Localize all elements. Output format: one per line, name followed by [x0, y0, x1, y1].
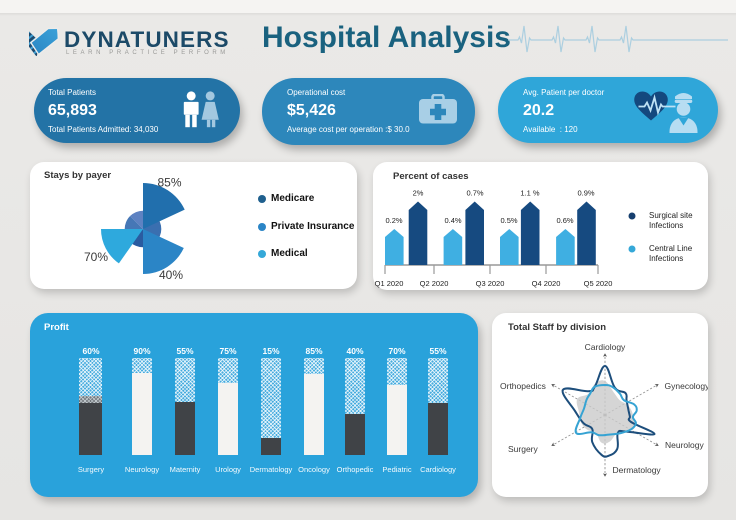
svg-text:Q1 2020: Q1 2020 [375, 279, 404, 288]
svg-text:Orthopedics: Orthopedics [500, 381, 546, 391]
svg-text:Cardiology: Cardiology [585, 342, 626, 352]
svg-text:85%: 85% [158, 176, 182, 190]
svg-text:0.4%: 0.4% [444, 216, 461, 225]
svg-text:Q5 2020: Q5 2020 [584, 279, 613, 288]
svg-text:0.6%: 0.6% [556, 216, 573, 225]
svg-text:Dermatology: Dermatology [613, 465, 662, 475]
svg-text:Q4 2020: Q4 2020 [532, 279, 561, 288]
svg-text:Central Line: Central Line [649, 244, 693, 253]
svg-text:Gynecology: Gynecology [665, 381, 709, 391]
svg-text:Surgery: Surgery [508, 444, 539, 454]
svg-text:Surgical site: Surgical site [649, 211, 693, 220]
svg-text:Infections: Infections [649, 254, 683, 263]
svg-text:0.9%: 0.9% [577, 189, 594, 198]
svg-text:40%: 40% [159, 268, 183, 282]
svg-text:0.2%: 0.2% [385, 216, 402, 225]
svg-text:0.5%: 0.5% [500, 216, 517, 225]
svg-text:Q2 2020: Q2 2020 [420, 279, 449, 288]
svg-text:0.7%: 0.7% [466, 189, 483, 198]
svg-text:Neurology: Neurology [665, 440, 704, 450]
svg-text:Infections: Infections [649, 221, 683, 230]
svg-text:70%: 70% [84, 250, 108, 264]
svg-text:1.1 %: 1.1 % [520, 189, 540, 198]
svg-text:2%: 2% [413, 189, 424, 198]
svg-text:Q3 2020: Q3 2020 [476, 279, 505, 288]
